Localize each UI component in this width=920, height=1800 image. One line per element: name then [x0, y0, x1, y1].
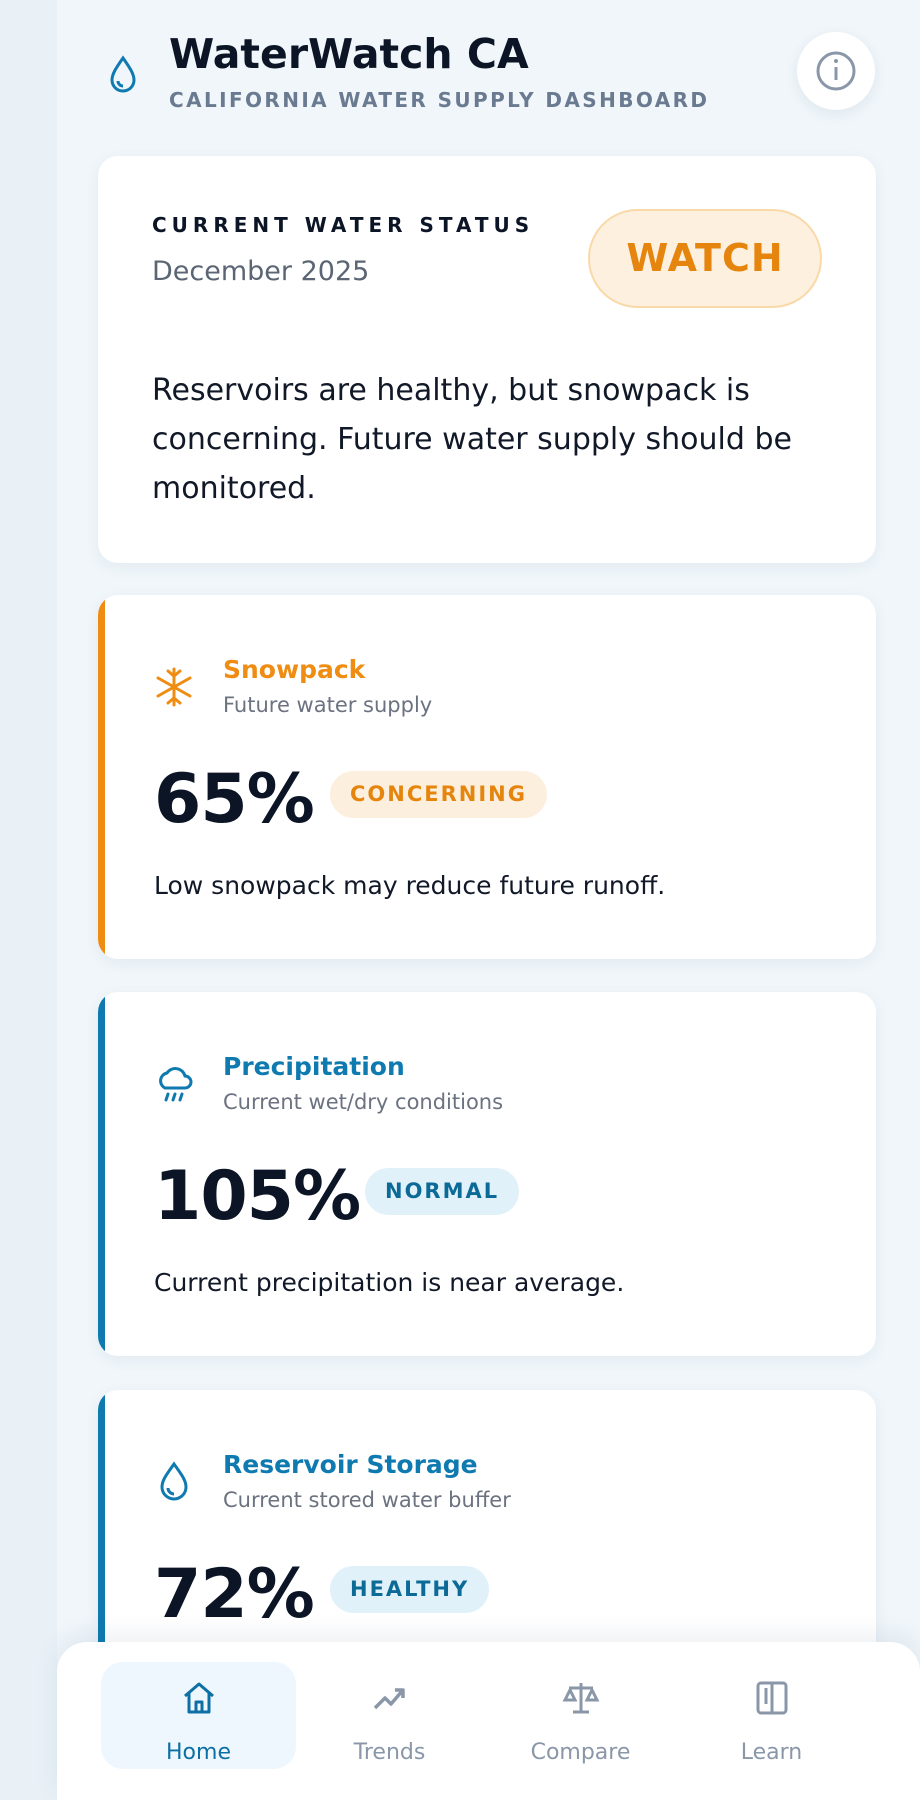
nav-icon [562, 1683, 600, 1714]
nav-label: Trends [353, 1740, 426, 1765]
nav-item[interactable]: Home [101, 1662, 296, 1769]
app-title: WaterWatch CA [169, 30, 529, 78]
bottom-nav: Home Trends Compare Learn [57, 1642, 920, 1800]
status-summary: Reservoirs are healthy, but snowpack is … [152, 373, 792, 506]
nav-icon [184, 1682, 214, 1714]
info-icon [816, 51, 856, 91]
nav-icon [756, 1681, 788, 1715]
nav-item[interactable]: Trends [292, 1662, 487, 1769]
metric-description: Low snowpack may reduce future runoff. [154, 871, 666, 900]
app-subtitle: CALIFORNIA WATER SUPPLY DASHBOARD [169, 88, 710, 112]
metric-subtitle: Current wet/dry conditions [223, 1090, 504, 1114]
metric-badge: NORMAL [365, 1168, 520, 1215]
status-date: December 2025 [152, 256, 370, 287]
rain-icon [159, 1067, 193, 1102]
nav-label: Compare [530, 1740, 631, 1765]
metric-badge: HEALTHY [330, 1566, 490, 1613]
accent-bar [98, 992, 105, 1356]
status-card: CURRENT WATER STATUS December 2025 WATCH… [98, 156, 876, 563]
metric-title: Snowpack [223, 655, 366, 684]
metric-card[interactable]: Snowpack Future water supply 65% CONCERN… [98, 595, 876, 959]
metric-value: 65% [154, 760, 315, 839]
metric-card[interactable]: Precipitation Current wet/dry conditions… [98, 992, 876, 1356]
nav-label: Home [166, 1740, 231, 1765]
nav-item[interactable]: Learn [674, 1662, 869, 1769]
nav-icon [373, 1688, 405, 1710]
metric-value: 105% [154, 1157, 361, 1236]
status-badge: WATCH [588, 209, 822, 308]
drop-icon [160, 1461, 188, 1501]
metric-description: Current precipitation is near average. [154, 1268, 625, 1297]
status-label: CURRENT WATER STATUS [152, 213, 535, 237]
logo-drop [110, 55, 136, 93]
nav-label: Learn [740, 1740, 803, 1765]
accent-bar [98, 1390, 105, 1754]
info-button[interactable] [797, 32, 875, 110]
snow-icon [156, 667, 192, 707]
metric-subtitle: Current stored water buffer [223, 1488, 511, 1512]
metric-value: 72% [154, 1555, 315, 1634]
accent-bar [98, 595, 105, 959]
metric-title: Reservoir Storage [223, 1450, 478, 1479]
metric-subtitle: Future water supply [223, 693, 433, 717]
nav-item[interactable]: Compare [483, 1662, 678, 1769]
metric-title: Precipitation [223, 1052, 405, 1081]
metric-badge: CONCERNING [330, 771, 547, 818]
